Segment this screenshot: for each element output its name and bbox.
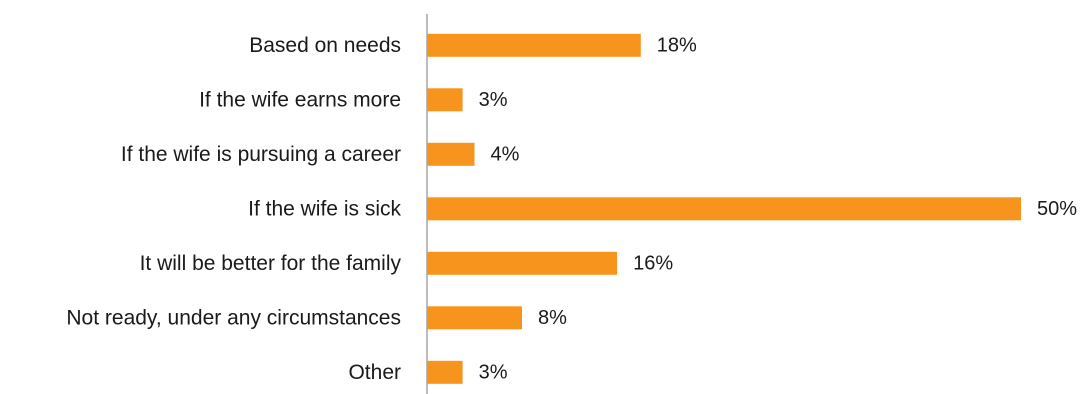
bar — [427, 306, 522, 330]
value-labels-group: 18% 3% 4% 50% 16% 8% 3% — [479, 34, 1078, 383]
value-label: 8% — [538, 307, 567, 329]
value-label: 3% — [479, 89, 508, 111]
category-label: Other — [348, 361, 401, 384]
bar — [427, 251, 618, 275]
category-label: If the wife is sick — [248, 197, 401, 220]
category-labels-group: Based on needs If the wife earns more If t… — [66, 34, 401, 384]
bar — [427, 142, 475, 166]
bar — [427, 197, 1021, 221]
value-label: 3% — [479, 361, 508, 383]
value-label: 50% — [1037, 198, 1077, 220]
bar — [427, 33, 641, 57]
bar — [427, 88, 463, 112]
value-label: 18% — [657, 34, 697, 56]
value-label: 4% — [491, 143, 520, 165]
category-label: If the wife is pursuing a career — [121, 143, 401, 166]
bars-group — [427, 33, 1021, 384]
bar — [427, 360, 463, 384]
category-label: If the wife earns more — [199, 88, 401, 111]
category-label: It will be better for the family — [140, 252, 402, 275]
category-label: Not ready, under any circumstances — [66, 306, 401, 329]
value-label: 16% — [633, 252, 673, 274]
category-label: Based on needs — [249, 34, 401, 57]
